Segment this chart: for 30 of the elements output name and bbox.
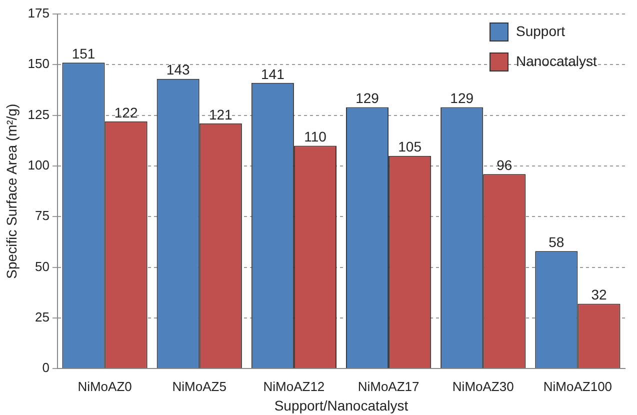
legend-label: Support: [516, 22, 566, 39]
x-axis-title: Support/Nanocatalyst: [274, 397, 408, 414]
x-tick-label: NiMoAZ100: [543, 378, 612, 394]
data-label: 58: [548, 234, 564, 250]
y-tick-label: 75: [35, 208, 50, 224]
y-tick-label: 0: [42, 360, 50, 376]
y-tick-label: 150: [28, 56, 50, 72]
x-tick-label: NiMoAZ0: [78, 378, 132, 394]
data-label: 129: [356, 90, 380, 106]
y-tick-label: 50: [35, 258, 50, 274]
x-tick-label: NiMoAZ17: [358, 378, 420, 394]
data-label: 96: [496, 156, 512, 173]
data-label: 105: [398, 138, 422, 155]
y-tick-label: 175: [28, 6, 50, 21]
y-tick-label: 25: [35, 310, 50, 325]
y-axis-title: Specific Surface Area (m²/g): [3, 104, 20, 279]
y-tick-label: 125: [28, 106, 50, 122]
data-label: 129: [450, 90, 474, 106]
data-label: 32: [591, 286, 607, 303]
x-tick-label: NiMoAZ5: [172, 378, 226, 394]
data-label: 122: [114, 104, 138, 120]
data-label: 151: [72, 45, 96, 62]
y-tick-label: 100: [28, 158, 50, 173]
data-label: 110: [304, 128, 327, 145]
data-label: 121: [208, 106, 233, 122]
x-tick-label: NiMoAZ30: [452, 378, 514, 394]
x-tick-label: NiMoAZ12: [263, 378, 325, 394]
data-label: 141: [260, 66, 285, 82]
data-label: 143: [166, 62, 190, 78]
legend-label: Nanocatalyst: [516, 52, 598, 69]
